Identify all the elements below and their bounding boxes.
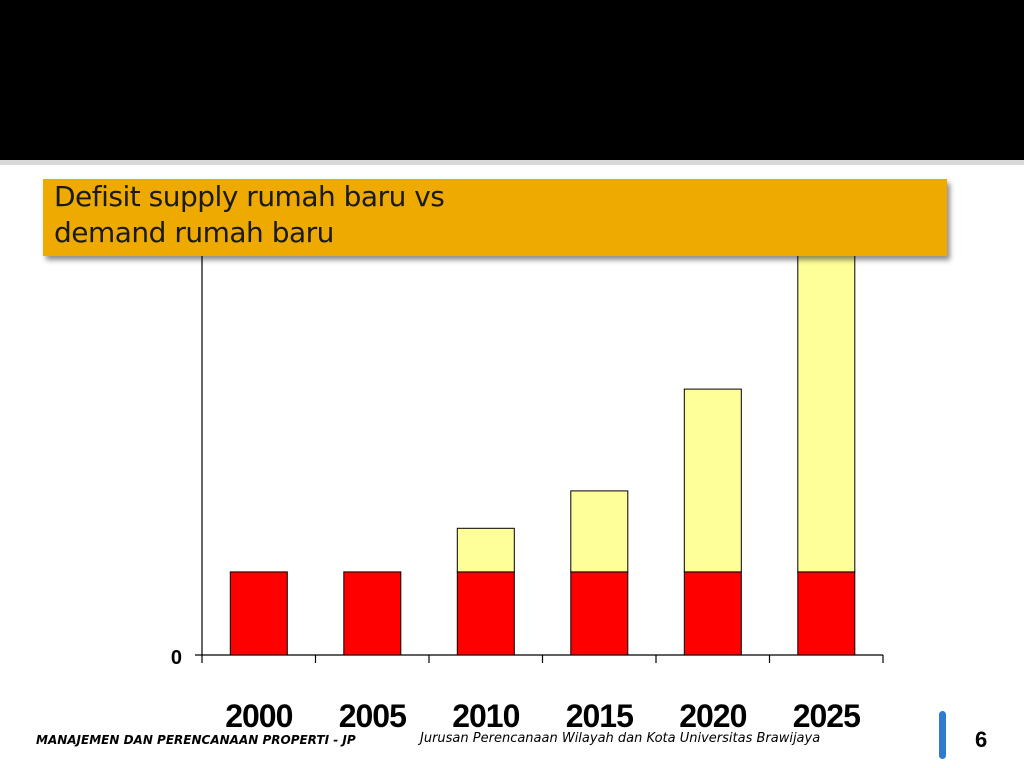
x-tick-label-2015: 2015 [566, 698, 633, 734]
x-tick-label-2005: 2005 [339, 698, 406, 734]
bar-2015-segment-2 [570, 490, 629, 573]
bar-2025-segment-1 [797, 571, 856, 656]
accent-bar [939, 711, 946, 759]
title-box: Defisit supply rumah baru vs demand ruma… [43, 179, 947, 256]
x-tick-label-2020: 2020 [679, 698, 746, 734]
bar-2000-segment-1 [229, 571, 288, 656]
bar-2005-segment-1 [343, 571, 402, 656]
x-ticks-group: 2000 2005 2010 2015 2020 2025 [201, 655, 884, 734]
page-number: 6 [975, 727, 988, 752]
header-divider [0, 160, 1024, 165]
header-band [0, 0, 1024, 160]
bar-2010-segment-1 [456, 571, 515, 656]
y-tick-label-0: 0 [171, 647, 182, 669]
footer-department: Jurusan Perencanaan Wilayah dan Kota Uni… [420, 731, 821, 746]
bar-2020-segment-1 [683, 571, 742, 656]
x-tick-label-2025: 2025 [793, 698, 860, 734]
bar-2010-segment-2 [456, 527, 515, 573]
bars-group [229, 239, 856, 656]
x-tick-label-2000: 2000 [225, 698, 292, 734]
bar-2025-segment-2 [797, 239, 856, 573]
bar-2015-segment-1 [570, 571, 629, 656]
slide-title: Defisit supply rumah baru vs demand ruma… [54, 180, 445, 249]
footer-course: MANAJEMEN DAN PERENCANAAN PROPERTI - JP [36, 733, 356, 747]
bar-2020-segment-2 [683, 388, 742, 573]
x-tick-label-2010: 2010 [452, 698, 519, 734]
